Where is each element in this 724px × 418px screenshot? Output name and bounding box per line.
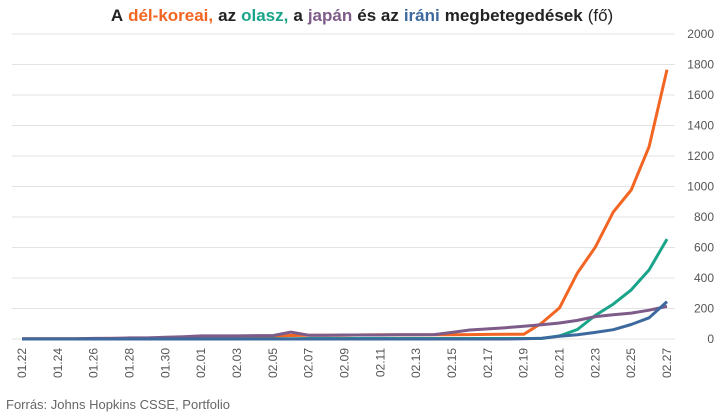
title-part: iráni xyxy=(403,6,440,25)
x-tick-label: 01.30 xyxy=(158,348,172,378)
x-tick-label: 01.22 xyxy=(15,348,29,378)
title-part: és az xyxy=(357,6,399,25)
y-tick-label: 1800 xyxy=(687,58,714,72)
title-part: megbetegedések xyxy=(444,6,583,25)
x-tick-label: 02.19 xyxy=(517,348,531,378)
y-tick-label: 1600 xyxy=(687,88,714,102)
x-tick-label: 02.13 xyxy=(409,348,423,378)
title-part: a xyxy=(293,6,303,25)
x-tick-label: 02.17 xyxy=(481,348,495,378)
title-part: olasz, xyxy=(241,6,289,25)
x-tick-label: 02.03 xyxy=(230,348,244,378)
x-tick-label: 02.23 xyxy=(588,348,602,378)
y-tick-label: 1200 xyxy=(687,149,714,163)
source: Forrás: Johns Hopkins CSSE, Portfolio xyxy=(6,397,230,412)
title-part: dél-koreai, xyxy=(128,6,214,25)
x-tick-label: 02.01 xyxy=(194,348,208,378)
y-tick-label: 1400 xyxy=(687,119,714,133)
x-tick-label: 01.26 xyxy=(87,348,101,378)
x-tick-label: 02.11 xyxy=(373,348,387,377)
y-tick-label: 1000 xyxy=(687,180,714,194)
y-tick-label: 200 xyxy=(694,302,714,316)
x-tick-label: 02.27 xyxy=(660,348,674,378)
x-tick-label: 02.07 xyxy=(302,348,316,378)
y-tick-label: 0 xyxy=(707,332,714,346)
title-part: japán xyxy=(307,6,353,25)
x-tick-label: 02.09 xyxy=(338,348,352,378)
series-line xyxy=(22,300,669,341)
title-part: A xyxy=(110,6,124,25)
x-tick-label: 01.24 xyxy=(51,348,65,378)
y-tick-label: 600 xyxy=(694,241,714,255)
title-part: az xyxy=(218,6,237,25)
x-tick-label: 01.28 xyxy=(123,348,137,378)
x-tick-label: 02.15 xyxy=(445,348,459,378)
series-line xyxy=(22,69,669,341)
y-tick-label: 2000 xyxy=(687,27,714,41)
y-tick-label: 400 xyxy=(694,271,714,285)
title-part: (fő) xyxy=(587,6,614,25)
x-tick-label: 02.21 xyxy=(553,348,567,378)
y-tick-label: 800 xyxy=(694,210,714,224)
x-tick-label: 02.25 xyxy=(624,348,638,378)
x-tick-label: 02.05 xyxy=(266,348,280,378)
